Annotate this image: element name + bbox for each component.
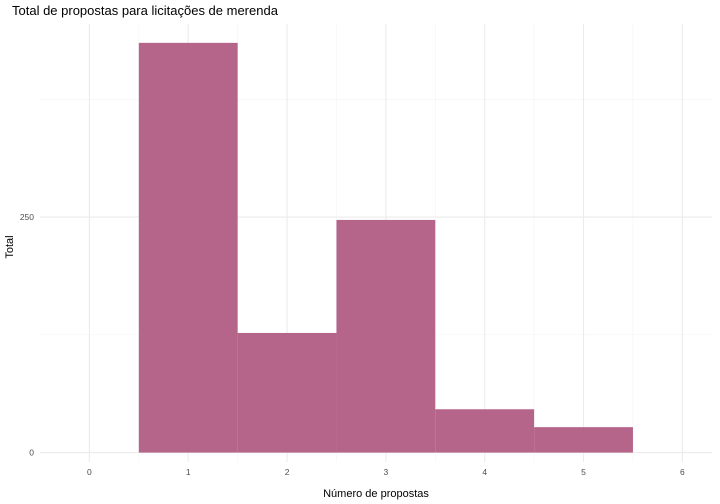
x-axis-title: Número de propostas: [323, 488, 429, 500]
x-tick-label: 0: [87, 467, 92, 477]
plot-area: [40, 24, 712, 462]
x-tick-label: 5: [581, 467, 586, 477]
bar-3: [336, 219, 436, 453]
y-axis-ticks: 0 250: [20, 212, 34, 457]
x-tick-label: 1: [186, 467, 191, 477]
bar-2: [237, 332, 337, 453]
x-tick-label: 4: [482, 467, 487, 477]
y-tick-label: 0: [29, 448, 34, 458]
bar-5: [534, 427, 633, 453]
bars: [138, 42, 633, 453]
x-axis-ticks: 0 1 2 3 4 5 6: [87, 467, 685, 477]
x-tick-label: 2: [285, 467, 290, 477]
y-axis-title: Total: [4, 235, 16, 258]
x-tick-label: 6: [680, 467, 685, 477]
y-tick-label: 250: [20, 212, 34, 222]
chart-title: Total de propostas para licitações de me…: [12, 3, 279, 18]
x-tick-label: 3: [384, 467, 389, 477]
bar-1: [138, 42, 238, 453]
bar-4: [435, 409, 535, 453]
